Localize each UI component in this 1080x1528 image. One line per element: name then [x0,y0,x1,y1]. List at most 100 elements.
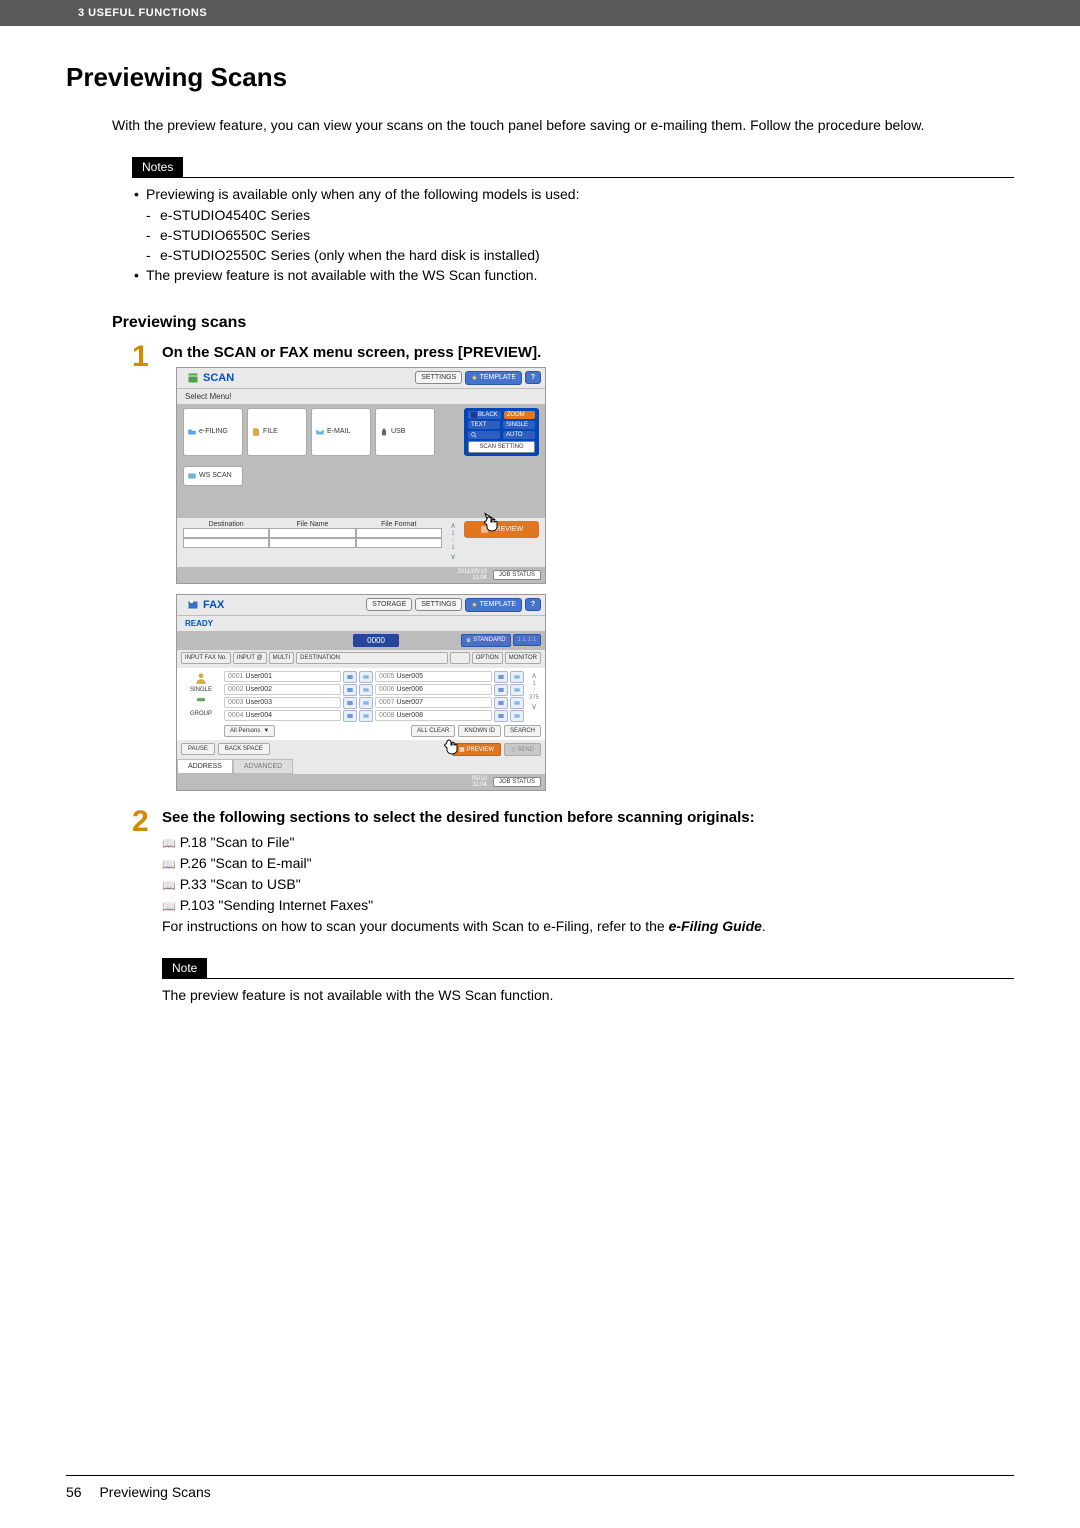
help-button[interactable]: ? [525,598,541,611]
backspace-button[interactable]: BACK SPACE [218,743,270,755]
scan-icon [187,372,199,384]
option-button[interactable]: OPTION [472,652,503,664]
settings-button[interactable]: SETTINGS [415,598,462,611]
notes-label: Notes [132,157,183,177]
wsscan-button[interactable]: WS SCAN [183,466,243,486]
monitor-button[interactable]: MONITOR [505,652,541,664]
storage-button[interactable]: STORAGE [366,598,412,611]
multi-button[interactable]: MULTI [269,652,295,664]
jobstatus-button[interactable]: JOB STATUS [493,777,541,787]
knownid-button[interactable]: KNOWN ID [458,725,501,737]
template-button[interactable]: ★TEMPLATE [465,598,522,612]
usb-button[interactable]: USB [375,408,435,456]
fax-icon[interactable] [494,684,508,696]
ref-link: P.103 "Sending Internet Faxes" [162,895,1014,916]
fax-subtitle: READY [177,616,545,631]
settings-button[interactable]: SETTINGS [415,371,462,384]
fax-panel: FAX STORAGE SETTINGS ★TEMPLATE ? READY 0… [176,594,546,791]
mail-icon[interactable] [359,710,373,722]
single-label[interactable]: SINGLE [190,687,212,693]
note2-body: The preview feature is not available wit… [162,987,553,1003]
chapter-breadcrumb: 3 USEFUL FUNCTIONS [0,0,1080,26]
intro-paragraph: With the preview feature, you can view y… [112,115,1014,135]
destination-field[interactable]: DESTINATION [296,652,448,664]
inputfax-button[interactable]: INPUT FAX No. [181,652,231,664]
mail-icon[interactable] [510,671,524,683]
fax-icon[interactable] [343,697,357,709]
fax-counter: 0000 [353,634,399,647]
step-number: 2 [132,807,162,1005]
standard-button[interactable]: ※STANDARD [461,634,511,647]
scan-subtitle: Select Menu! [177,389,545,404]
scan-title: SCAN [181,370,240,386]
email-button[interactable]: E-MAIL [311,408,371,456]
page-footer: 56 Previewing Scans [66,1475,1014,1500]
ref-link: P.18 "Scan to File" [162,832,1014,853]
ref-link: P.33 "Scan to USB" [162,874,1014,895]
step-number: 1 [132,342,162,801]
usb-icon [379,427,389,437]
scroll-arrows[interactable]: ∧1/1∨ [446,521,460,561]
send-button[interactable]: ◇ SEND [504,743,541,756]
destination-table: DestinationFile NameFile Format [183,521,442,561]
fax-icon [187,599,199,611]
scroll-column[interactable]: ∧ 1 / 375 ∨ [527,671,541,723]
fax-icon[interactable] [494,710,508,722]
mail-icon[interactable] [510,684,524,696]
mail-icon[interactable] [510,710,524,722]
fax-icon[interactable] [343,710,357,722]
magnify-icon [471,432,477,438]
step2-heading: See the following sections to select the… [162,809,1014,826]
step1-heading: On the SCAN or FAX menu screen, press [P… [162,344,1014,361]
search-button[interactable]: SEARCH [504,725,541,737]
contact-row[interactable]: 0003 User0030007 User007 [224,697,524,709]
fax-icon[interactable] [343,671,357,683]
mail-icon[interactable] [359,697,373,709]
scan-settings-panel: BLACKZOOM TEXTSINGLE AUTO SCAN SETTING [464,408,539,456]
preview-button[interactable]: PREVIEW [464,521,539,538]
fax-contact-list: SINGLE GROUP 0001 User0010005 User005000… [177,668,545,740]
group-label[interactable]: GROUP [190,711,212,717]
instruction-line: For instructions on how to scan your doc… [162,916,1014,936]
template-button[interactable]: ★TEMPLATE [465,371,522,385]
fax-icon[interactable] [494,671,508,683]
mail-icon[interactable] [510,697,524,709]
page-title: Previewing Scans [66,62,1014,93]
email-icon [315,427,325,437]
preview-icon [480,525,489,534]
tab-advanced[interactable]: ADVANCED [233,759,293,774]
help-button[interactable]: ? [525,371,541,384]
contact-row[interactable]: 0002 User0020006 User006 [224,684,524,696]
fax-preview-button[interactable]: ▦ PREVIEW [452,743,501,756]
model-item: e-STUDIO6550C Series [160,225,1014,245]
step-1: 1 On the SCAN or FAX menu screen, press … [132,342,1014,801]
notes-line2: The preview feature is not available wit… [146,265,1014,285]
jobstatus-button[interactable]: JOB STATUS [493,570,541,580]
scan-panel: SCAN SETTINGS ★TEMPLATE ? Select Menu! e… [176,367,546,584]
efiling-button[interactable]: e-FILING [183,408,243,456]
page-number: 56 [66,1484,82,1500]
file-button[interactable]: FILE [247,408,307,456]
footer-title: Previewing Scans [99,1484,210,1500]
notes-section: Notes Previewing is available only when … [132,157,1014,285]
mail-icon[interactable] [359,671,373,683]
allpersons-dropdown[interactable]: All Persons▼ [224,725,275,737]
wsscan-icon [187,471,197,481]
ratio-button[interactable]: 1:1 1:1 [513,634,541,646]
inputat-button[interactable]: INPUT @ [233,652,267,664]
subheading: Previewing scans [112,314,1014,332]
pause-button[interactable]: PAUSE [181,743,215,755]
contact-row[interactable]: 0004 User0040008 User008 [224,710,524,722]
notes-line1: Previewing is available only when any of… [146,184,1014,204]
fax-icon[interactable] [343,684,357,696]
note-label: Note [162,958,207,978]
fax-icon[interactable] [494,697,508,709]
mail-icon[interactable] [359,684,373,696]
contact-row[interactable]: 0001 User0010005 User005 [224,671,524,683]
file-icon [251,427,261,437]
allclear-button[interactable]: ALL CLEAR [411,725,455,737]
ref-link: P.26 "Scan to E-mail" [162,853,1014,874]
tab-address[interactable]: ADDRESS [177,759,233,774]
step-2: 2 See the following sections to select t… [132,807,1014,1005]
scan-setting-button[interactable]: SCAN SETTING [468,441,535,453]
